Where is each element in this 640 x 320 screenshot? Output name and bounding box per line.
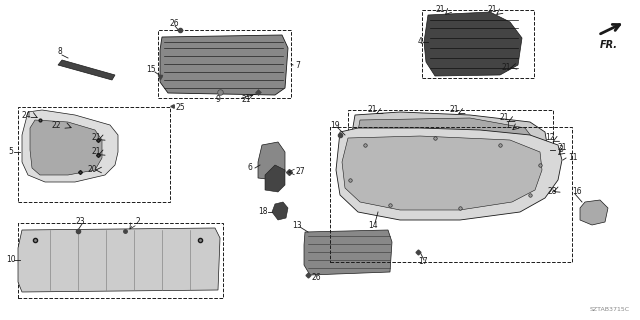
Text: 11: 11: [568, 154, 577, 163]
Text: 2: 2: [135, 218, 140, 227]
Text: 3: 3: [558, 146, 563, 155]
Polygon shape: [160, 35, 288, 95]
Text: 21: 21: [502, 63, 511, 73]
Text: 28: 28: [548, 188, 557, 196]
Text: 6: 6: [248, 164, 253, 172]
Text: 21: 21: [242, 95, 252, 105]
Text: 14: 14: [368, 220, 378, 229]
Text: 1: 1: [505, 121, 509, 130]
Text: 21: 21: [500, 114, 509, 123]
Polygon shape: [30, 120, 102, 175]
Text: 15: 15: [146, 66, 156, 75]
Text: 7: 7: [295, 60, 300, 69]
Polygon shape: [22, 110, 118, 182]
Polygon shape: [580, 200, 608, 225]
Text: 21: 21: [558, 143, 568, 153]
Text: SZTAB3715C: SZTAB3715C: [590, 307, 630, 312]
Polygon shape: [342, 136, 542, 210]
Text: 19: 19: [330, 121, 340, 130]
Polygon shape: [258, 142, 285, 180]
Text: 22: 22: [52, 121, 61, 130]
Text: 4: 4: [418, 37, 423, 46]
Text: 21: 21: [92, 132, 102, 141]
Polygon shape: [58, 60, 115, 80]
Text: 10: 10: [6, 255, 15, 265]
Text: 12: 12: [545, 133, 554, 142]
Text: 26: 26: [170, 20, 180, 28]
Text: 23: 23: [75, 218, 84, 227]
Text: 5: 5: [8, 148, 13, 156]
Text: 26: 26: [312, 274, 322, 283]
Text: 17: 17: [418, 258, 428, 267]
Text: 13: 13: [292, 220, 301, 229]
Polygon shape: [18, 228, 220, 292]
Text: 21: 21: [488, 5, 497, 14]
Text: 9: 9: [215, 95, 220, 105]
Text: 25: 25: [175, 102, 184, 111]
Polygon shape: [272, 202, 288, 220]
Text: 20: 20: [88, 165, 98, 174]
Text: 21: 21: [435, 5, 445, 14]
Text: 21: 21: [368, 106, 378, 115]
Text: 8: 8: [58, 47, 63, 57]
Polygon shape: [356, 118, 538, 177]
Polygon shape: [304, 230, 392, 275]
Text: FR.: FR.: [600, 40, 618, 50]
Polygon shape: [424, 12, 522, 76]
Polygon shape: [336, 128, 562, 220]
Text: 16: 16: [572, 188, 582, 196]
Polygon shape: [350, 112, 548, 182]
Text: 27: 27: [295, 167, 305, 177]
Text: 24: 24: [22, 110, 31, 119]
Text: 18: 18: [258, 207, 268, 217]
Text: 21: 21: [450, 106, 460, 115]
Text: 21: 21: [92, 148, 102, 156]
Polygon shape: [265, 165, 285, 192]
